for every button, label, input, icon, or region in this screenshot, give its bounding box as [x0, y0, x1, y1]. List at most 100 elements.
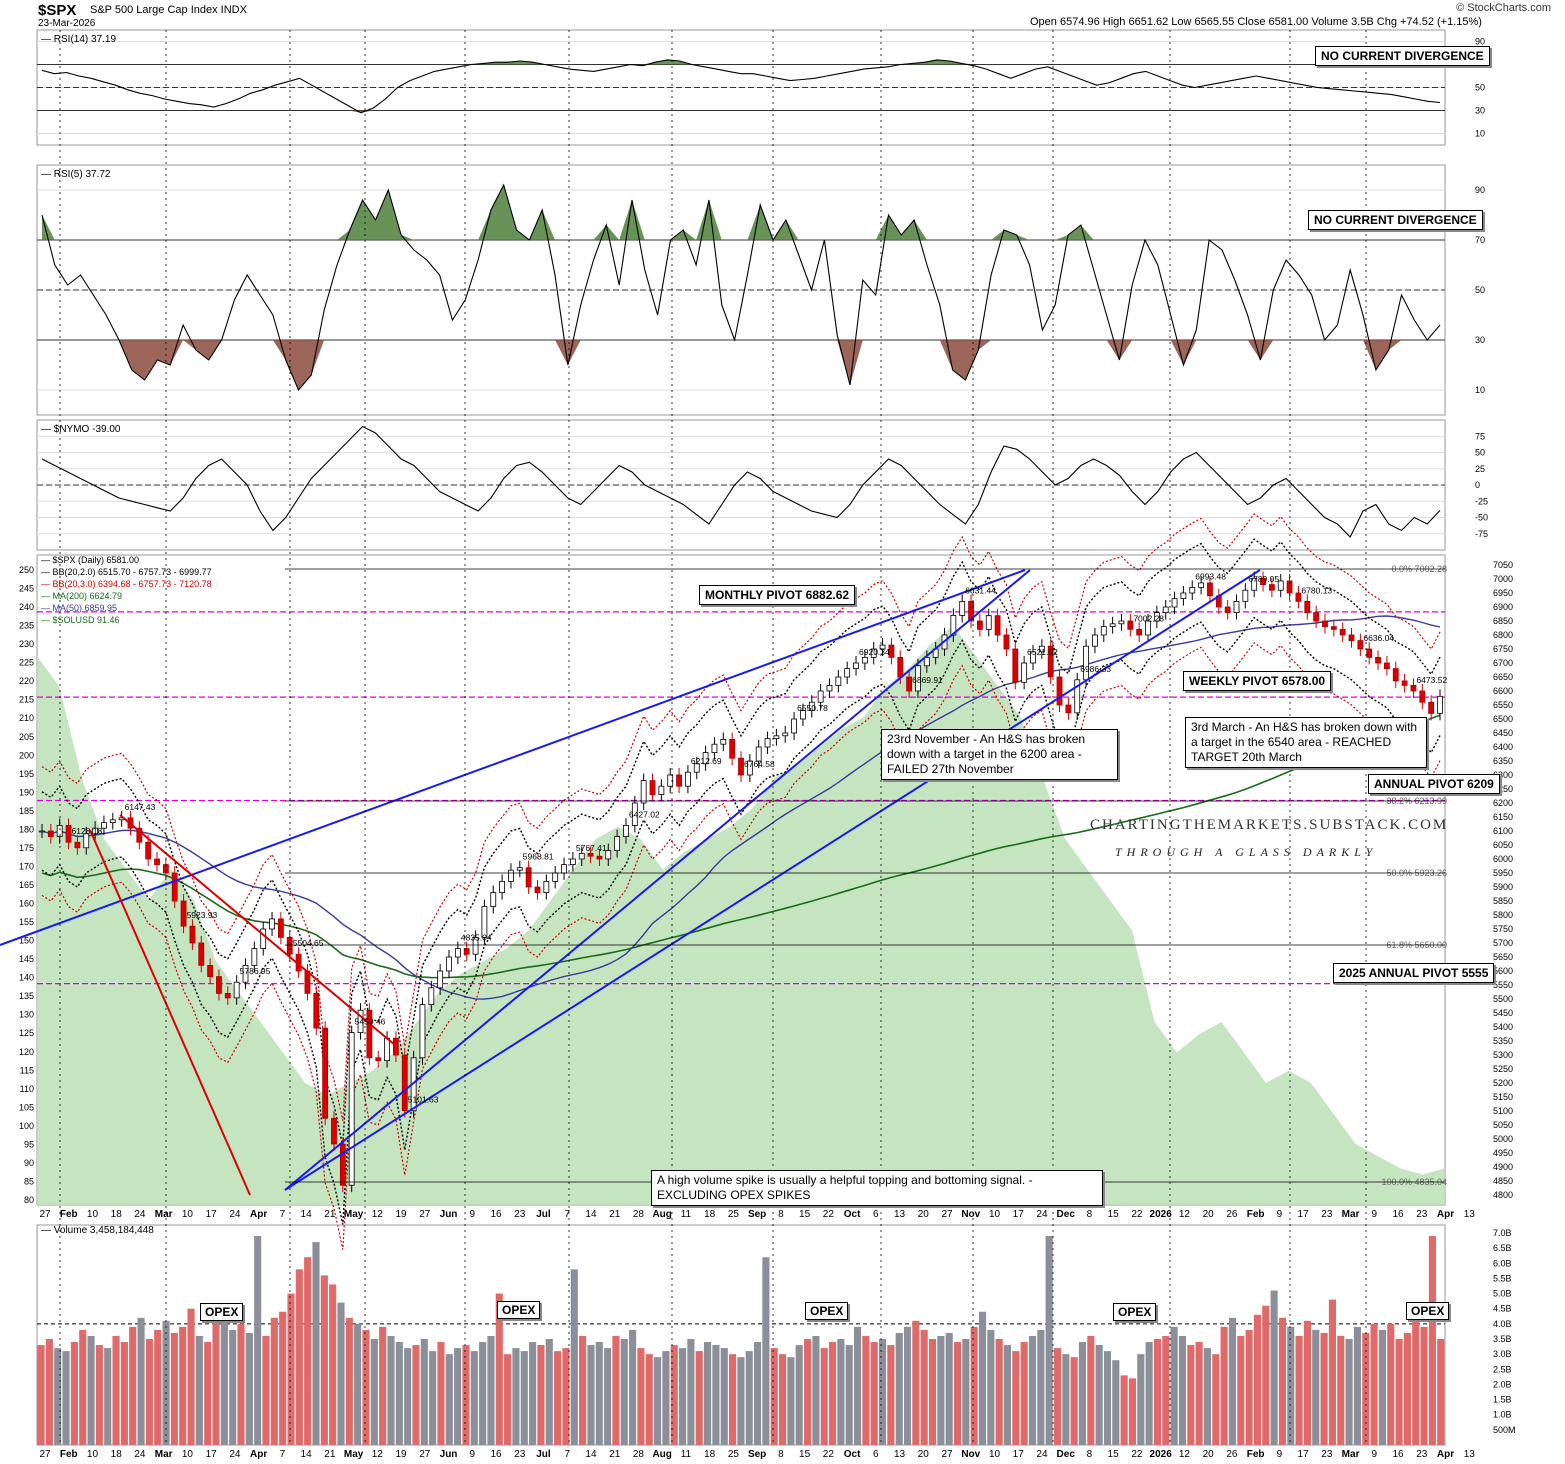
volume-bar: [329, 1284, 337, 1445]
volume-bar: [828, 1342, 837, 1445]
x-tick-label: 14: [585, 1449, 597, 1460]
volume-bar: [462, 1345, 470, 1445]
x-tick-label: 10: [182, 1209, 194, 1220]
panel-title: — RSI(14) 37.19: [41, 34, 116, 45]
volume-bar: [795, 1345, 803, 1445]
price-tick-label: 6150: [1493, 812, 1513, 822]
candle-body: [437, 970, 444, 989]
volume-tick-label: 6.0B: [1493, 1258, 1512, 1268]
trendline: [284, 569, 1031, 1191]
volume-bar: [262, 1335, 270, 1445]
x-tick-label: 11: [681, 1449, 692, 1460]
candle-body: [92, 827, 98, 835]
annual-pivot-label: ANNUAL PIVOT 6209: [1368, 774, 1500, 794]
candle-body: [65, 825, 72, 843]
rsi14-divergence-note: NO CURRENT DIVERGENCE: [1315, 46, 1490, 66]
candle-body: [906, 676, 913, 692]
volume-bar: [404, 1348, 412, 1445]
panel-title: — $NYMO -39.00: [41, 424, 121, 435]
x-tick-label: 23: [1416, 1449, 1428, 1460]
left-tick-label: 170: [19, 861, 34, 871]
volume-bar: [962, 1339, 970, 1445]
volume-bar: [379, 1326, 387, 1445]
left-tick-label: 215: [19, 695, 34, 705]
volume-bar: [1403, 1332, 1411, 1445]
candle-body: [614, 836, 621, 851]
candle-body: [1375, 657, 1381, 664]
candle-body: [1401, 680, 1408, 686]
volume-bar: [1062, 1354, 1070, 1445]
candle-body: [631, 802, 638, 826]
brand-tagline: THROUGH A GLASS DARKLY: [1115, 845, 1378, 859]
volume-bar: [837, 1339, 845, 1445]
candle-body: [47, 830, 54, 837]
candle-body: [640, 780, 647, 804]
candle-body: [1392, 668, 1399, 682]
candle-body: [569, 858, 576, 865]
volume-bar: [1053, 1348, 1062, 1445]
price-tick-label: 5900: [1493, 882, 1513, 892]
volume-bar: [479, 1342, 487, 1445]
price-label: 6986.33: [1080, 664, 1111, 674]
candle-body: [1295, 592, 1302, 602]
volume-bar: [620, 1339, 628, 1445]
volume-bar: [812, 1335, 820, 1445]
candle-body: [746, 760, 753, 776]
left-tick-label: 105: [19, 1102, 34, 1112]
volume-bar: [237, 1323, 245, 1445]
candle-body: [331, 1117, 337, 1145]
x-tick-label: Mar: [1342, 1449, 1360, 1460]
x-tick-label: 6: [873, 1209, 879, 1220]
volume-bar: [1153, 1339, 1162, 1445]
volume-bar: [654, 1357, 662, 1445]
candle-body: [1260, 578, 1266, 586]
volume-bar: [803, 1339, 812, 1445]
left-tick-label: 250: [19, 565, 34, 575]
price-tick-label: 5200: [1493, 1078, 1513, 1088]
candle-body: [915, 665, 921, 692]
x-tick-label: 15: [1108, 1209, 1120, 1220]
price-tick-label: 6700: [1493, 658, 1513, 668]
candle-body: [375, 1057, 382, 1062]
volume-bar: [862, 1335, 870, 1445]
x-tick-label: 27: [39, 1209, 51, 1220]
candle-body: [693, 763, 700, 773]
x-tick-label: 13: [894, 1209, 906, 1220]
volume-bar: [1228, 1317, 1237, 1445]
volume-bar: [787, 1357, 795, 1445]
price-label: 6147.43: [125, 802, 156, 812]
left-tick-label: 220: [19, 676, 34, 686]
indicator-line: [41, 59, 1441, 114]
x-axis: 27 Feb 10 18 24 Mar 10 17 24 Apr 7 14 21 May 12 19 27 Jun…: [39, 30, 1475, 1460]
overbought-fill: [42, 185, 1440, 240]
x-tick-label: Jul: [536, 1209, 551, 1220]
volume-bar: [279, 1311, 287, 1445]
volume-bar: [1395, 1339, 1403, 1445]
x-tick-label: 9: [1277, 1449, 1283, 1460]
candle-body: [1153, 612, 1160, 622]
x-tick-label: 2026: [1150, 1209, 1173, 1220]
x-tick-label: 23: [514, 1209, 526, 1220]
price-label: 5459.46: [355, 1017, 386, 1027]
trendline: [284, 569, 1261, 1191]
x-tick-label: Oct: [844, 1209, 861, 1220]
candle-body: [490, 892, 497, 907]
volume-bar: [1103, 1351, 1112, 1445]
price-tick-label: 4950: [1493, 1148, 1513, 1158]
x-tick-label: 9: [1372, 1449, 1378, 1460]
bb-lower: [41, 616, 1441, 1225]
price-label: 5968.81: [523, 852, 554, 862]
volume-bar: [104, 1348, 112, 1445]
volume-bar: [54, 1348, 62, 1445]
candle-body: [897, 657, 904, 678]
symbol-title: $SPX: [38, 2, 77, 19]
x-tick-label: 2026: [1150, 1449, 1173, 1460]
candle-body: [667, 774, 674, 787]
left-tick-label: 150: [19, 936, 34, 946]
candle-body: [649, 780, 656, 795]
volume-bar: [895, 1332, 903, 1445]
x-tick-label: 24: [1036, 1209, 1048, 1220]
x-tick-label: 17: [1298, 1449, 1310, 1460]
price-tick-label: 5550: [1493, 980, 1513, 990]
x-tick-label: Mar: [155, 1449, 173, 1460]
